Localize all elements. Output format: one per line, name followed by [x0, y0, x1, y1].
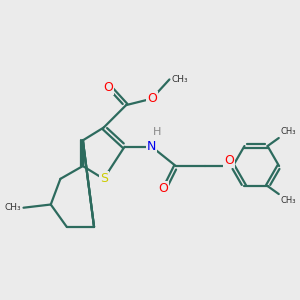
Text: CH₃: CH₃ [171, 75, 188, 84]
Text: CH₃: CH₃ [280, 128, 296, 136]
Text: H: H [152, 128, 161, 137]
Text: O: O [147, 92, 157, 105]
Text: O: O [224, 154, 234, 167]
Text: N: N [147, 140, 157, 153]
Text: CH₃: CH₃ [4, 203, 21, 212]
Text: O: O [158, 182, 168, 195]
Text: O: O [103, 81, 113, 94]
Text: CH₃: CH₃ [280, 196, 296, 205]
Text: S: S [100, 172, 108, 185]
